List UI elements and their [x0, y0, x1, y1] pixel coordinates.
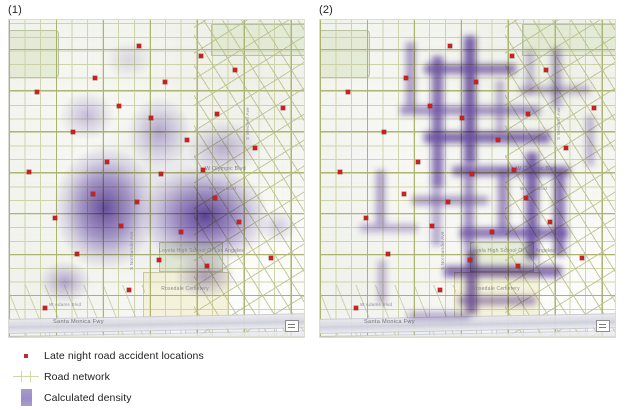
accident-point: [135, 200, 139, 204]
legend-item-density: Calculated density: [8, 387, 338, 408]
map-scale-box: [596, 320, 610, 332]
accident-point: [524, 196, 528, 200]
accident-point: [512, 168, 516, 172]
accident-point: [159, 172, 163, 176]
accident-point: [490, 230, 494, 234]
map-panel-1[interactable]: Loyola High School Of Los Angeles Roseda…: [8, 19, 305, 338]
accident-point: [346, 90, 350, 94]
accident-point: [213, 196, 217, 200]
freeway-label: Santa Monica Fwy: [364, 319, 415, 325]
legend-item-roads: Road network: [8, 366, 338, 387]
accident-point: [237, 220, 241, 224]
accident-point: [185, 138, 189, 142]
accident-point: [364, 216, 368, 220]
street-label: W Olympic Blvd: [516, 166, 557, 172]
legend-label-accidents: Late night road accident locations: [44, 349, 204, 362]
accident-point: [386, 252, 390, 256]
accident-point: [163, 80, 167, 84]
accident-point: [35, 90, 39, 94]
accident-point: [496, 138, 500, 142]
accident-point: [75, 252, 79, 256]
street-label: W Adams Blvd: [49, 302, 82, 307]
accident-point: [468, 258, 472, 262]
street-label: S Normandie Ave: [129, 231, 134, 270]
street-label: W Olympic Blvd: [205, 166, 246, 172]
legend-label-density: Calculated density: [44, 391, 132, 404]
accident-point: [233, 68, 237, 72]
accident-point: [544, 68, 548, 72]
accident-point-icon: [8, 353, 44, 358]
accident-point: [430, 224, 434, 228]
accident-point: [269, 256, 273, 260]
street-label: W Pico Blvd: [520, 186, 547, 191]
density-surface-planar: [9, 20, 304, 337]
accident-point: [516, 264, 520, 268]
accident-point: [117, 104, 121, 108]
accident-point: [205, 264, 209, 268]
accident-point: [179, 230, 183, 234]
map-scale-box: [285, 320, 299, 332]
accident-point: [382, 130, 386, 134]
accident-point: [71, 130, 75, 134]
street-label: W Adams Blvd: [360, 302, 393, 307]
density-surface-network: [320, 20, 615, 337]
accident-point: [580, 256, 584, 260]
accident-point: [199, 54, 203, 58]
place-label-cemetery: Rosedale Cemetery: [161, 286, 209, 292]
panel-label-1: (1): [8, 4, 23, 16]
street-label: S Western Ave: [245, 107, 250, 140]
density-ramp-icon: [8, 389, 44, 406]
road-network-icon: [8, 371, 44, 382]
street-label: W Pico Blvd: [209, 186, 236, 191]
place-label-school: Loyola High School Of Los Angeles: [159, 248, 244, 254]
legend-item-accidents: Late night road accident locations: [8, 345, 338, 366]
accident-point: [281, 106, 285, 110]
accident-point: [201, 168, 205, 172]
accident-point: [91, 192, 95, 196]
accident-point: [149, 116, 153, 120]
accident-point: [43, 306, 47, 310]
accident-point: [127, 288, 131, 292]
accident-point: [27, 170, 31, 174]
map-legend: Late night road accident locations Road …: [8, 345, 338, 408]
accident-point: [446, 200, 450, 204]
accident-point: [470, 172, 474, 176]
accident-point: [53, 216, 57, 220]
legend-label-roads: Road network: [44, 370, 110, 383]
street-label: S Western Ave: [556, 107, 561, 140]
panel-label-2: (2): [319, 4, 334, 16]
accident-point: [548, 220, 552, 224]
accident-point: [253, 146, 257, 150]
accident-point: [402, 192, 406, 196]
place-label-school: Loyola High School Of Los Angeles: [470, 248, 555, 254]
map-panel-2[interactable]: Loyola High School Of Los Angeles Roseda…: [319, 19, 616, 338]
accident-point: [428, 104, 432, 108]
accident-point: [157, 258, 161, 262]
accident-point: [93, 76, 97, 80]
accident-point: [416, 160, 420, 164]
accident-point: [564, 146, 568, 150]
accident-point: [105, 160, 109, 164]
accident-point: [592, 106, 596, 110]
place-label-cemetery: Rosedale Cemetery: [472, 286, 520, 292]
accident-point: [338, 170, 342, 174]
street-label: S Normandie Ave: [440, 231, 445, 270]
accident-point: [448, 44, 452, 48]
freeway-label: Santa Monica Fwy: [53, 319, 104, 325]
accident-point: [460, 116, 464, 120]
accident-point: [119, 224, 123, 228]
accident-point: [526, 112, 530, 116]
accident-point: [510, 54, 514, 58]
accident-point: [404, 76, 408, 80]
accident-point: [354, 306, 358, 310]
accident-point: [137, 44, 141, 48]
accident-point: [215, 112, 219, 116]
accident-point: [474, 80, 478, 84]
accident-point: [438, 288, 442, 292]
